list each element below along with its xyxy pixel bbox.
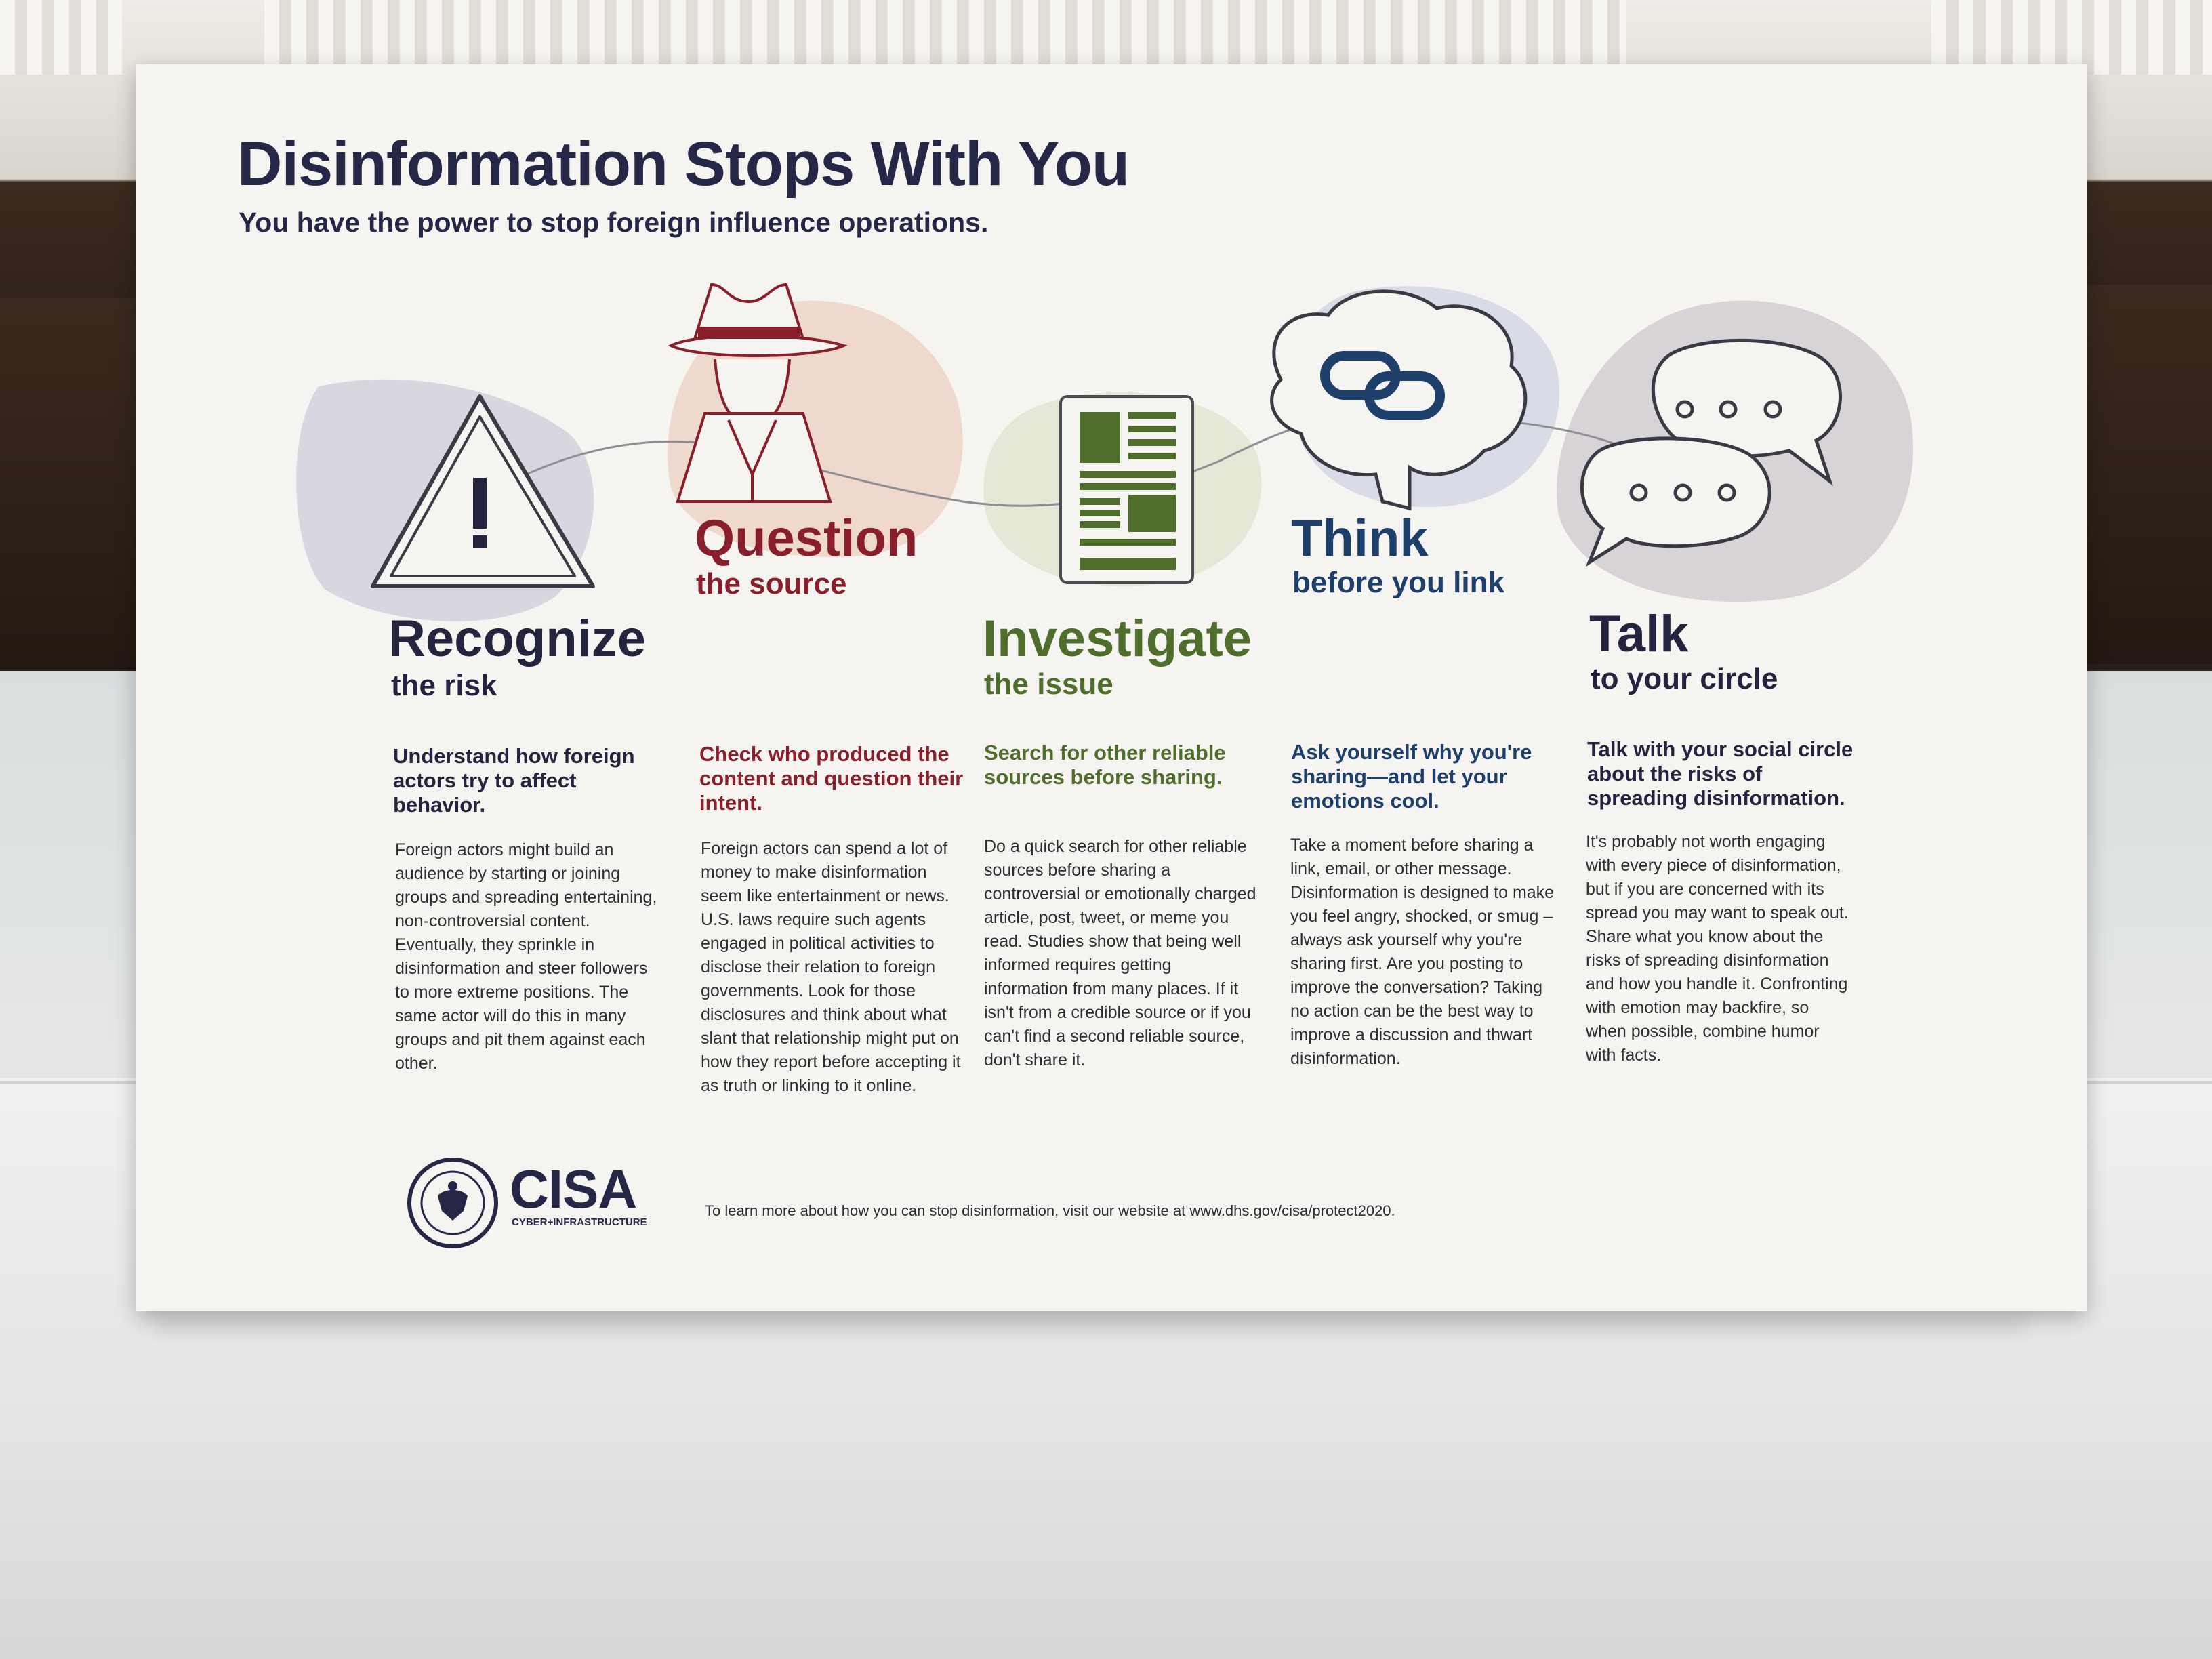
dhs-seal-icon bbox=[407, 1158, 498, 1248]
heading-talk: Talk bbox=[1589, 605, 1689, 663]
newspaper-icon bbox=[1059, 395, 1194, 584]
footer-text: To learn more about how you can stop dis… bbox=[705, 1202, 1395, 1219]
warning-triangle-icon bbox=[371, 394, 595, 588]
sub-talk: to your circle bbox=[1591, 662, 1778, 695]
body-think: Take a moment before sharing a link, ema… bbox=[1290, 836, 1555, 1068]
board-shadow bbox=[156, 1308, 2026, 1335]
lead-think: Ask yourself why you're sharing—and let … bbox=[1291, 740, 1532, 813]
lead-talk: Talk with your social circle about the r… bbox=[1587, 737, 1853, 810]
poster-board bbox=[136, 64, 2087, 1311]
sub-investigate: the issue bbox=[984, 668, 1113, 701]
heading-investigate: Investigate bbox=[983, 610, 1252, 668]
curtain-center bbox=[264, 0, 1626, 75]
body-recognize: Foreign actors might build an audience b… bbox=[395, 840, 657, 1073]
heading-think: Think bbox=[1291, 510, 1429, 567]
brain-link-icon bbox=[1270, 289, 1528, 511]
body-talk: It's probably not worth engaging with ev… bbox=[1586, 832, 1849, 1065]
cisa-logo: CISA bbox=[510, 1159, 637, 1219]
heading-question: Question bbox=[695, 510, 918, 567]
lead-investigate: Search for other reliable sources before… bbox=[984, 741, 1226, 789]
lead-recognize: Understand how foreign actors try to aff… bbox=[393, 744, 635, 817]
heading-recognize: Recognize bbox=[388, 610, 647, 668]
sub-recognize: the risk bbox=[391, 669, 497, 702]
sub-question: the source bbox=[696, 567, 847, 600]
lead-question: Check who produced the content and quest… bbox=[699, 742, 964, 815]
curtain-right bbox=[1931, 0, 2212, 75]
poster-subtitle: You have the power to stop foreign influ… bbox=[239, 207, 989, 238]
poster-title: Disinformation Stops With You bbox=[237, 129, 1130, 199]
speech-bubbles-icon bbox=[1580, 338, 1842, 567]
sub-think: before you link bbox=[1292, 566, 1504, 599]
body-investigate: Do a quick search for other reliable sou… bbox=[984, 837, 1256, 1069]
cisa-logo-sub: CYBER+INFRASTRUCTURE bbox=[512, 1216, 647, 1228]
spy-hat-icon bbox=[668, 283, 848, 503]
body-question: Foreign actors can spend a lot of money … bbox=[701, 839, 961, 1095]
curtain-left bbox=[0, 0, 122, 75]
wood-panel-left bbox=[0, 298, 149, 678]
